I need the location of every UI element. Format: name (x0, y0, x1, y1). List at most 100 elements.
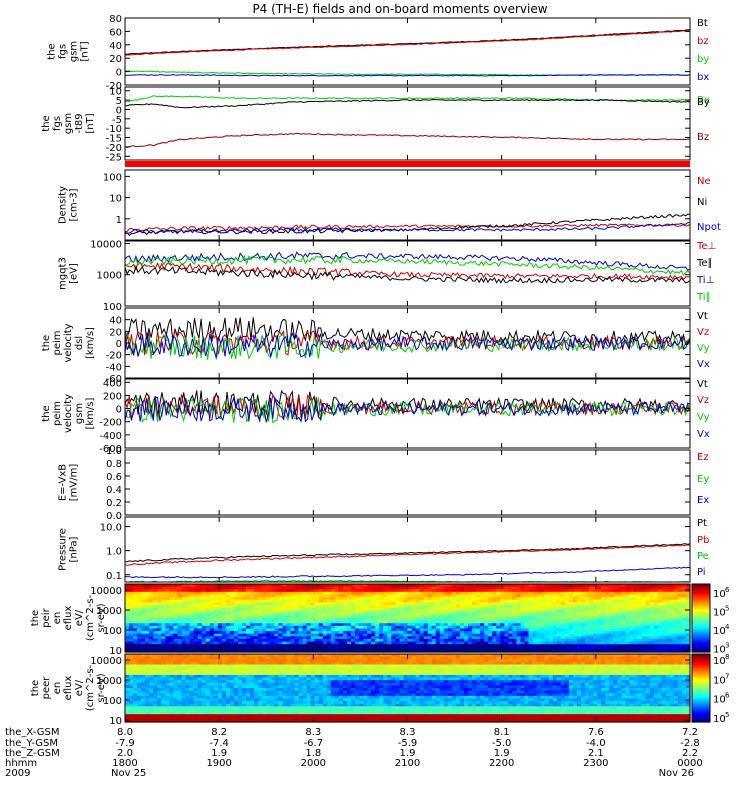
heatmap-cell (298, 591, 304, 596)
heatmap-cell (318, 638, 324, 643)
heatmap-cell (548, 641, 554, 645)
heatmap-cell (193, 620, 199, 624)
heatmap-cell (310, 628, 316, 632)
heatmap-cell (242, 591, 247, 596)
legend-entry: Vx (697, 429, 710, 440)
heatmap-cell (536, 646, 542, 650)
heatmap-cell (617, 633, 622, 637)
heatmap-cell (524, 586, 530, 590)
heatmap-cell (189, 695, 195, 700)
heatmap-cell (613, 638, 618, 643)
legend-entry: Ti∥ (696, 292, 711, 303)
heatmap-cell (125, 610, 130, 614)
heatmap-cell (141, 685, 146, 689)
heatmap-cell (403, 618, 409, 622)
heatmap-cell (129, 599, 134, 603)
heatmap-cell (177, 599, 183, 603)
heatmap-cell (411, 638, 417, 643)
heatmap-cell (685, 623, 691, 627)
heatmap-cell (306, 644, 312, 648)
heatmap-cell (193, 711, 199, 715)
heatmap-cell (185, 680, 191, 684)
heatmap-cell (254, 625, 259, 630)
heatmap-cell (387, 602, 392, 606)
heatmap-cell (681, 591, 687, 596)
heatmap-cell (480, 649, 485, 653)
heatmap-cell (322, 599, 328, 603)
heatmap-cell (556, 591, 562, 596)
heatmap-cell (512, 618, 518, 622)
heatmap-cell (205, 669, 211, 673)
heatmap-cell (621, 612, 627, 616)
heatmap-cell (262, 669, 267, 673)
legend-entry: Vz (697, 327, 709, 338)
heatmap-cell (585, 589, 590, 593)
heatmap-cell (508, 636, 514, 640)
heatmap-cell (213, 589, 219, 593)
heatmap-cell (238, 701, 243, 705)
heatmap-cell (330, 612, 336, 616)
series-line-Pb (124, 544, 691, 566)
heatmap-cell (250, 591, 255, 596)
heatmap-cell (395, 628, 401, 632)
heatmap-cell (556, 631, 562, 635)
y-tick-label: 0 (116, 405, 122, 416)
heatmap-cell (153, 695, 158, 700)
heatmap-cell (238, 602, 243, 606)
heatmap-cell (568, 646, 574, 650)
heatmap-cell (213, 591, 219, 596)
heatmap-cell (238, 589, 243, 593)
heatmap-cell (681, 628, 687, 632)
heatmap-cell (484, 594, 489, 598)
heatmap-cell (480, 604, 485, 609)
heatmap-cell (177, 594, 183, 598)
heatmap-cell (181, 625, 187, 630)
heatmap-cell (572, 597, 578, 601)
heatmap-cell (508, 628, 514, 632)
heatmap-cell (464, 644, 469, 648)
heatmap-cell (613, 589, 618, 593)
heatmap-cell (125, 706, 130, 710)
heatmap-cell (314, 597, 320, 601)
heatmap-cell (649, 623, 655, 627)
heatmap-cell (528, 584, 534, 588)
heatmap-cell (221, 591, 227, 596)
heatmap-cell (597, 586, 602, 590)
heatmap-cell (500, 620, 505, 624)
heatmap-cell (225, 644, 231, 648)
heatmap-cell (585, 618, 590, 622)
heatmap-cell (238, 669, 243, 673)
heatmap-cell (181, 604, 187, 609)
heatmap-cell (451, 610, 457, 614)
heatmap-cell (443, 633, 449, 637)
heatmap-cell (351, 623, 356, 627)
heatmap-cell (149, 669, 154, 673)
heatmap-cell (314, 599, 320, 603)
heatmap-cell (165, 695, 170, 700)
heatmap-cell (161, 654, 166, 658)
heatmap-cell (125, 661, 130, 666)
heatmap-cell (661, 644, 667, 648)
heatmap-cell (443, 628, 449, 632)
heatmap-cell (169, 654, 175, 658)
heatmap-cell (209, 706, 215, 710)
heatmap-cell (246, 656, 251, 660)
heatmap-cell (568, 631, 574, 635)
heatmap-cell (153, 649, 158, 653)
heatmap-cell (133, 669, 138, 673)
heatmap-cell (564, 638, 570, 643)
heatmap-cell (524, 618, 530, 622)
heatmap-cell (189, 615, 195, 619)
heatmap-cell (145, 646, 150, 650)
heatmap-cell (629, 620, 635, 624)
heatmap-cell (496, 591, 501, 596)
heatmap-cell (250, 661, 255, 666)
heatmap-cell (258, 620, 263, 624)
heatmap-cell (213, 706, 219, 710)
heatmap-cell (193, 584, 199, 588)
heatmap-cell (593, 638, 598, 643)
heatmap-cell (552, 602, 558, 606)
heatmap-cell (613, 649, 618, 653)
heatmap-cell (310, 591, 316, 596)
heatmap-cell (246, 615, 251, 619)
